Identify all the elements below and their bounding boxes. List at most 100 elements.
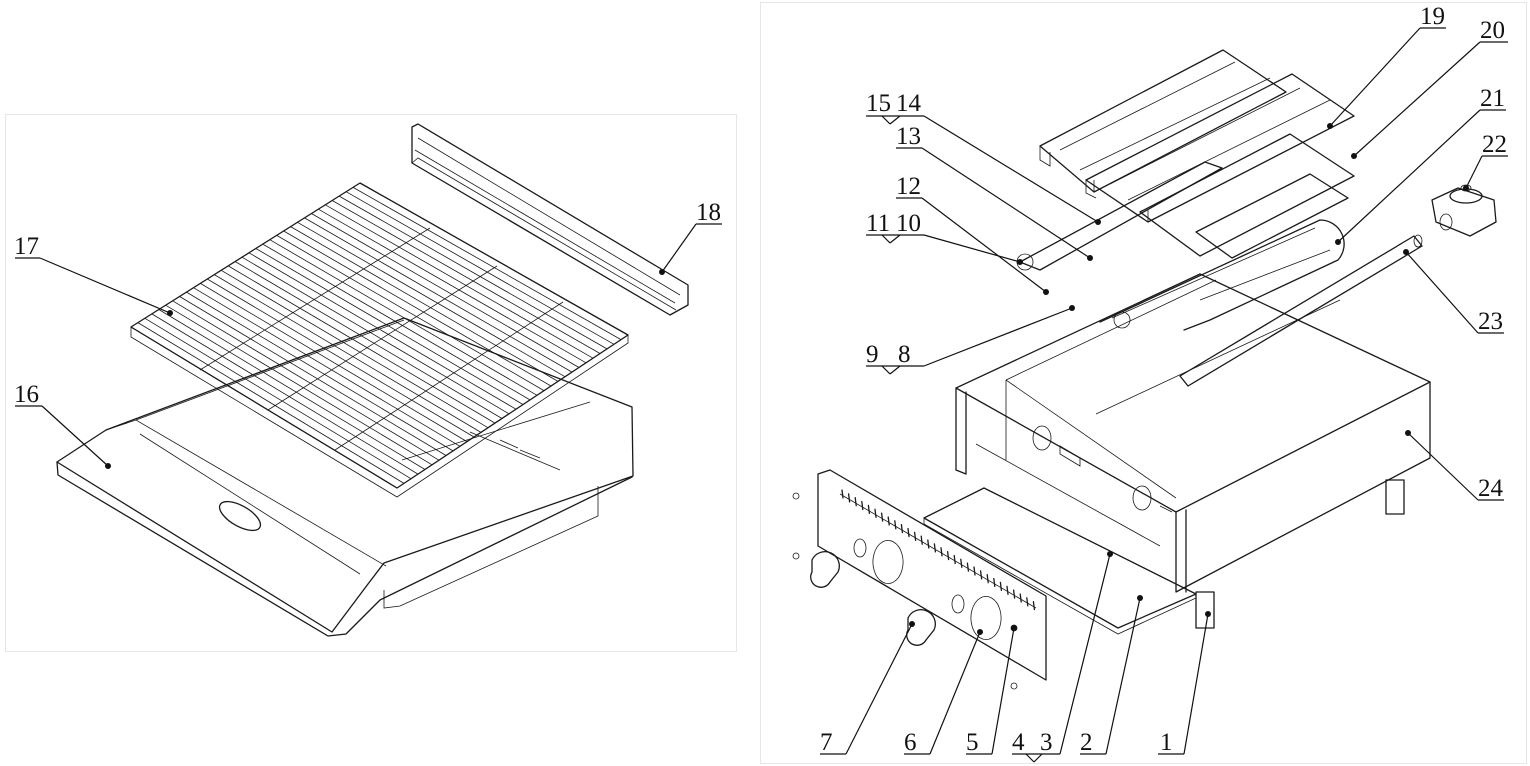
callout-label-7: 7 (820, 729, 833, 756)
vent-slot (933, 543, 937, 553)
callout-21: 21 (1335, 85, 1506, 245)
vent-slot (887, 516, 890, 526)
callout-label-1: 1 (1160, 729, 1173, 756)
callout-9-8: 9 8 (866, 305, 1075, 375)
control-panel (817, 469, 1047, 681)
vent-slot (1019, 593, 1022, 603)
callout-12: 12 (896, 173, 1049, 295)
grate-bar (193, 287, 461, 447)
vent-slot (867, 504, 871, 515)
grate-bar (311, 213, 580, 368)
grill-grates (130, 182, 629, 498)
vent-slot (940, 547, 943, 557)
callout-label-17: 17 (14, 233, 39, 260)
callout-label-16: 16 (14, 381, 39, 408)
vent-slot (953, 554, 956, 565)
vent-slot (880, 512, 884, 522)
vent-slot (986, 574, 989, 584)
callout-15-14: 15 14 (866, 90, 1101, 225)
vent-slot (861, 500, 864, 511)
callout-label-5: 5 (966, 729, 979, 756)
grate-bar (179, 296, 447, 456)
callout-24: 24 (1405, 430, 1504, 502)
vent-slot (900, 523, 904, 534)
grate-bar (234, 261, 503, 419)
control-knobs (810, 551, 936, 646)
callout-5: 5 (966, 625, 1017, 756)
grate-bar (248, 252, 517, 410)
callout-label-12: 12 (896, 173, 921, 200)
grate-bar (359, 182, 629, 336)
vent-slot (907, 527, 910, 538)
callout-6: 6 (904, 629, 983, 756)
grate-bar (276, 235, 545, 391)
vent-slot (993, 577, 996, 588)
gas-manifold (1179, 234, 1423, 387)
grate-bar (130, 326, 398, 489)
callout-11-10: 11 10 (866, 210, 1023, 265)
grate-bar (207, 278, 475, 438)
grate-bar (352, 187, 622, 340)
callout-label-11: 11 (866, 210, 890, 237)
callout-label-15: 15 (866, 90, 891, 117)
grate-bar (172, 300, 440, 461)
callout-label-14: 14 (896, 90, 922, 117)
callout-label-23: 23 (1478, 308, 1503, 335)
callout-label-22: 22 (1482, 131, 1507, 158)
grate-bar (345, 191, 615, 345)
grate-bar (255, 248, 524, 405)
vent-slot (854, 497, 857, 507)
callout-13: 13 (896, 123, 1093, 261)
callout-4-3: 4 3 (1012, 551, 1113, 763)
callout-20: 20 (1351, 17, 1508, 159)
callout-23: 23 (1403, 249, 1504, 335)
drip-tray (923, 487, 1197, 635)
callout-label-24: 24 (1478, 475, 1504, 502)
vent-slot (847, 493, 851, 503)
screws (792, 492, 1018, 690)
grate-bar (339, 195, 608, 350)
grate-bar (165, 304, 433, 466)
right-view-panel (760, 2, 1527, 764)
grate-bar (290, 226, 559, 382)
callout-18: 18 (659, 199, 722, 275)
vent-slot (841, 489, 844, 499)
vent-slot (979, 570, 983, 580)
callout-7: 7 (820, 621, 915, 756)
grate-bar (214, 274, 482, 433)
rear-rail (411, 123, 689, 316)
callout-label-4: 4 (1012, 729, 1025, 756)
vent-slot (1006, 585, 1009, 595)
callout-16: 16 (14, 381, 111, 469)
grate-bar (186, 291, 454, 452)
grate-bar (325, 204, 594, 359)
vent-slot (999, 581, 1003, 592)
gas-regulator (1431, 184, 1497, 237)
chassis (955, 273, 1431, 629)
vent-slot (927, 539, 930, 549)
vent-slot (894, 520, 897, 530)
vent-slot (1012, 589, 1016, 599)
callout-label-6: 6 (904, 729, 917, 756)
base-tray (56, 317, 634, 637)
grate-bar (220, 269, 489, 429)
callout-label-20: 20 (1480, 17, 1505, 44)
grate-bar (297, 221, 566, 378)
grate-bar (262, 243, 531, 401)
grate-bar (151, 313, 419, 475)
callout-label-3: 3 (1040, 729, 1053, 756)
callout-label-13: 13 (896, 123, 921, 150)
heat-shields (1039, 49, 1355, 259)
callout-label-21: 21 (1480, 85, 1505, 112)
vent-slot (966, 562, 970, 572)
vent-slot (920, 535, 923, 545)
grate-bar (269, 239, 538, 396)
callout-1: 1 (1158, 611, 1211, 756)
callout-label-18: 18 (696, 199, 721, 226)
grate-bar (304, 217, 573, 373)
grate-bar (158, 309, 426, 470)
callout-17: 17 (14, 233, 173, 316)
grate-bar (137, 322, 405, 484)
grate-bar (227, 265, 496, 424)
vent-slot (973, 566, 976, 576)
